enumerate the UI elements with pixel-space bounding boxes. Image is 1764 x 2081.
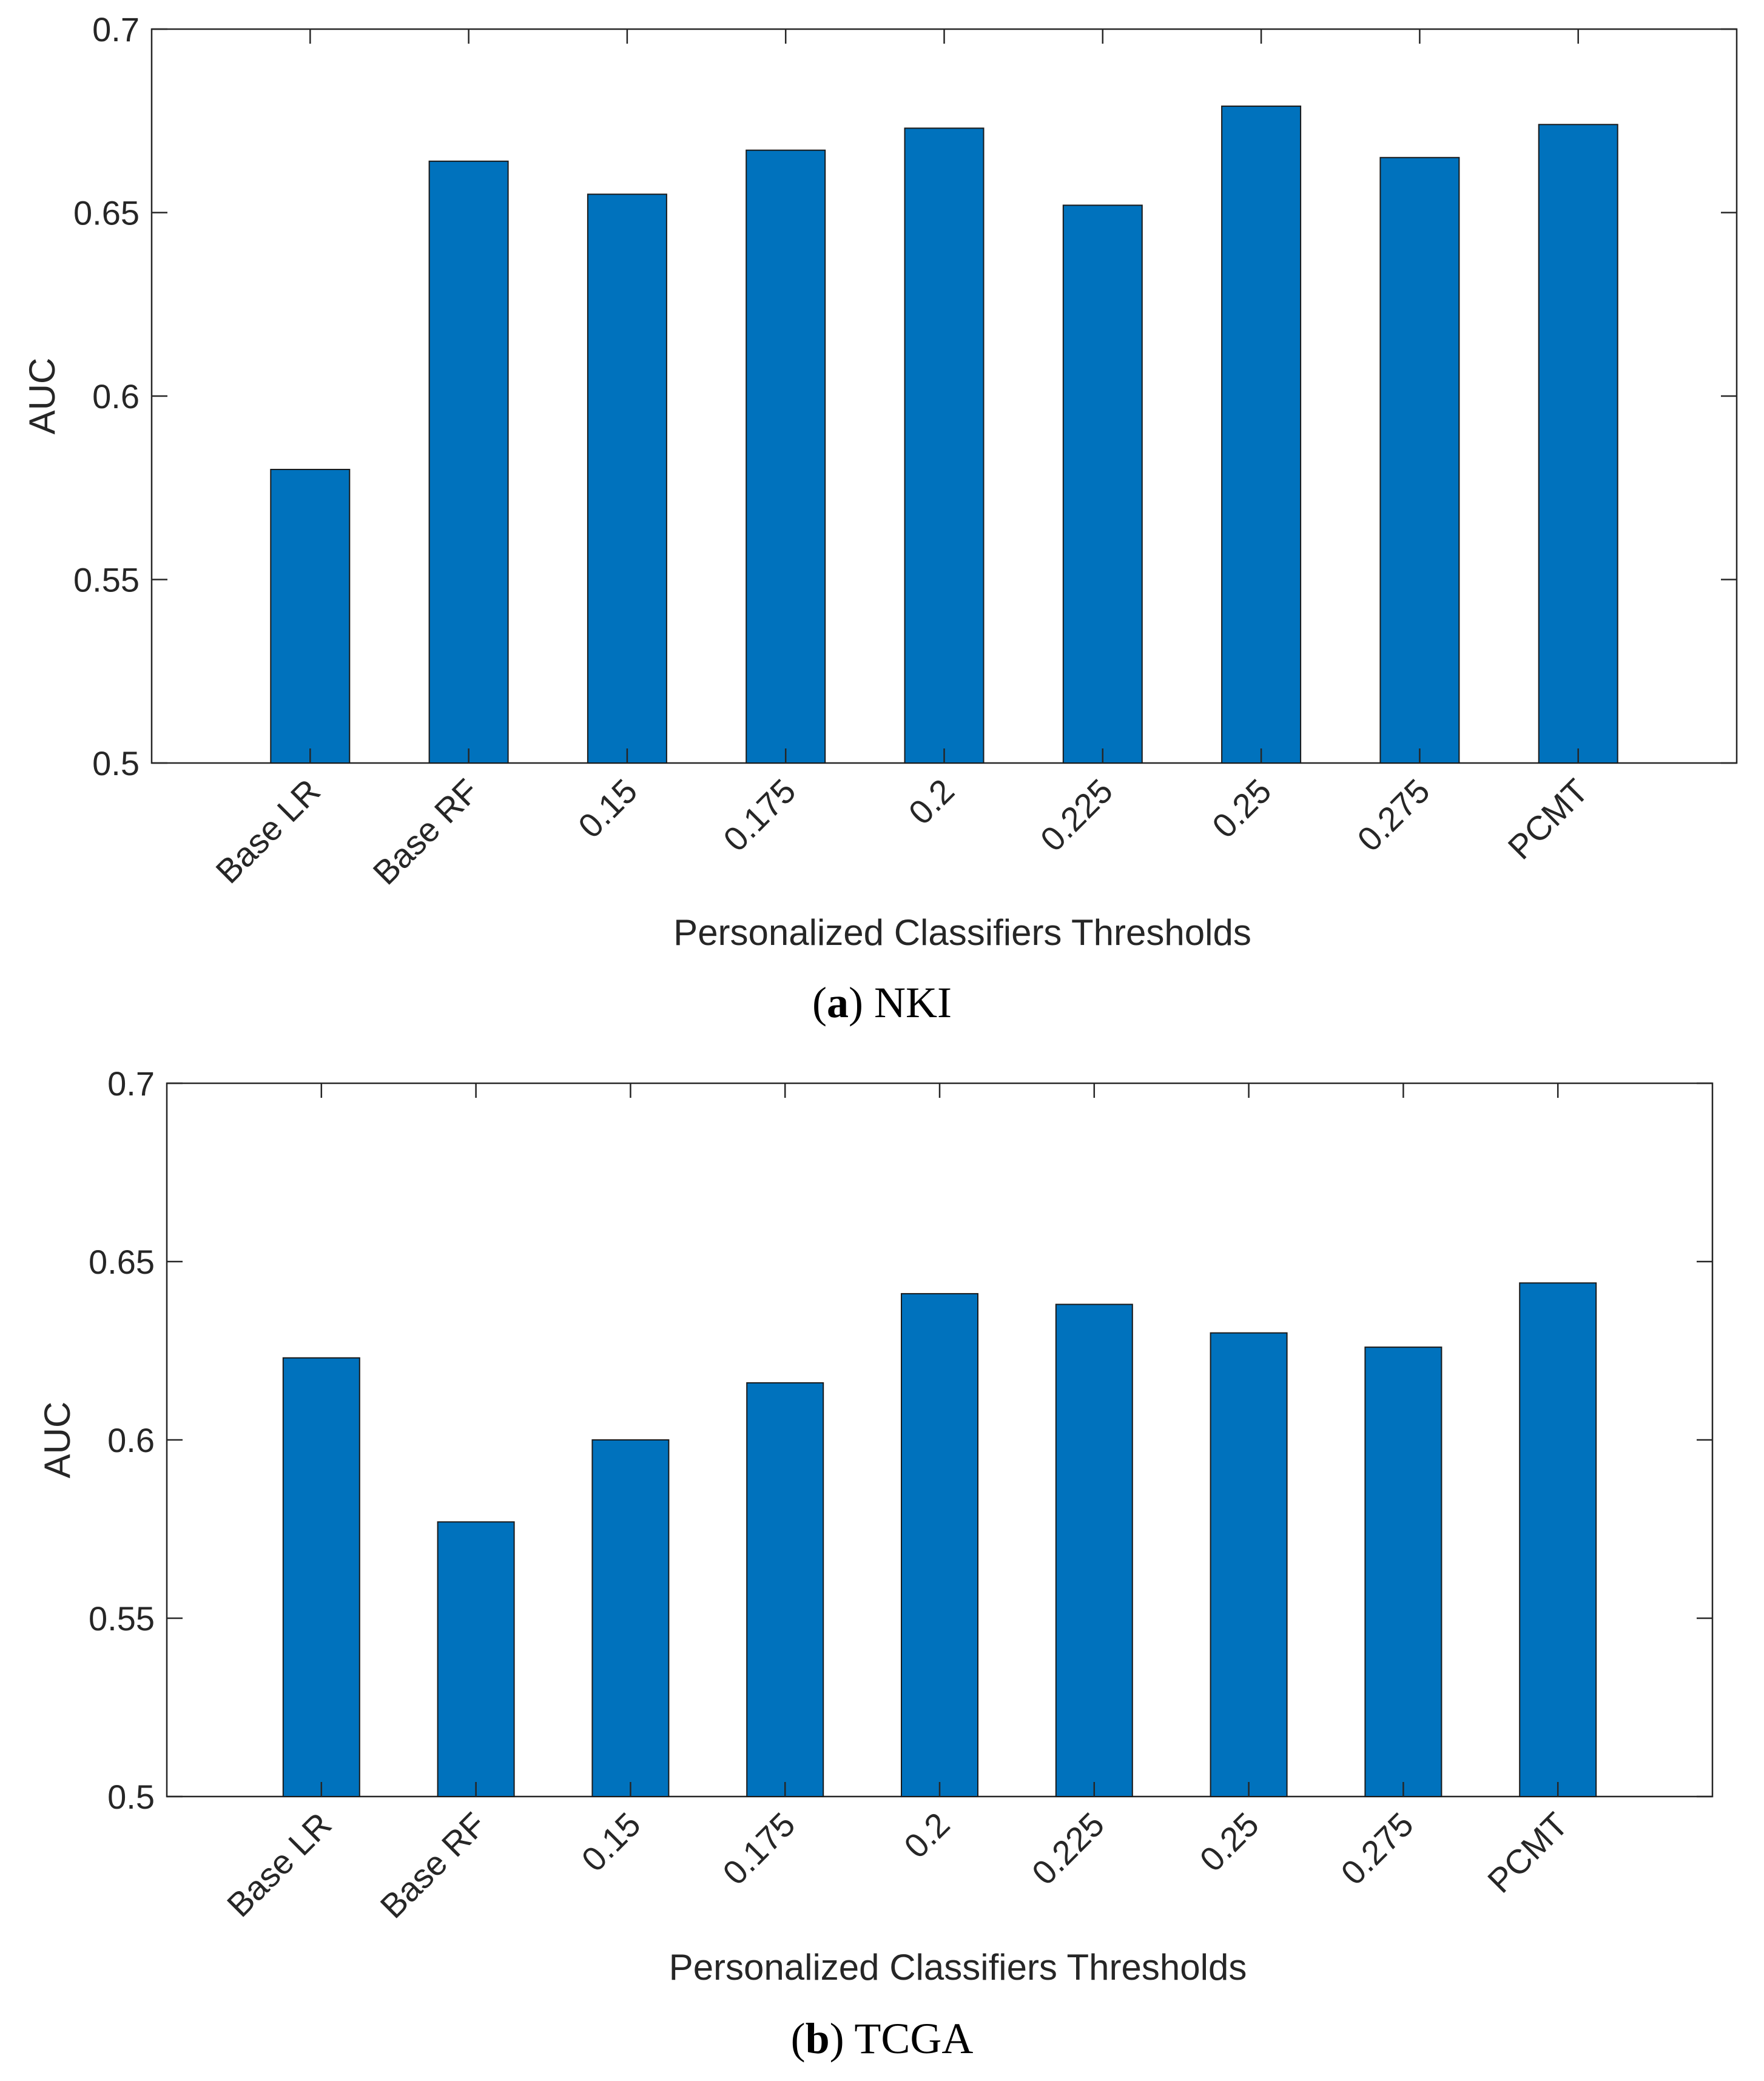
caption-b-text: TCGA xyxy=(854,2014,974,2063)
bar xyxy=(270,469,351,764)
x-tick-label: 0.275 xyxy=(1333,1805,1421,1892)
x-axis-title: Personalized Classifiers Thresholds xyxy=(673,912,1251,953)
y-tick-label: 0.5 xyxy=(92,744,140,782)
y-tick-label: 0.55 xyxy=(89,1599,155,1638)
caption-b: (b) TCGA xyxy=(790,2014,974,2063)
bar xyxy=(591,1439,670,1797)
bar xyxy=(1221,106,1302,764)
x-tick-label: 0.275 xyxy=(1350,772,1437,859)
y-tick-label: 0.55 xyxy=(73,561,140,599)
x-tick-label: 0.2 xyxy=(901,772,961,832)
bar xyxy=(1379,156,1460,764)
bar xyxy=(282,1357,360,1797)
bar xyxy=(746,1382,824,1797)
bar xyxy=(1364,1346,1443,1797)
bar xyxy=(1055,1303,1133,1797)
y-tick-label: 0.7 xyxy=(92,10,140,49)
y-tick-label: 0.5 xyxy=(107,1778,155,1816)
chart-b-svg: 0.5 0.55 0.6 0.65 0.7 Base LR Base RF 0.15 0.175… xyxy=(37,1064,1714,1988)
x-tick-label: PCMT xyxy=(1480,1805,1575,1900)
x-tick-label: 0.25 xyxy=(1205,772,1279,846)
bar xyxy=(746,149,826,764)
y-tick-label: 0.6 xyxy=(107,1421,155,1459)
x-tick-label: Base RF xyxy=(365,772,486,892)
x-tick-label: Base LR xyxy=(220,1805,338,1924)
y-axis-title: AUC xyxy=(37,1402,78,1479)
caption-a-text: NKI xyxy=(874,978,952,1027)
bar xyxy=(1519,1282,1597,1797)
x-tick-label: Base RF xyxy=(372,1805,493,1926)
bar xyxy=(587,193,667,764)
y-tick-label: 0.7 xyxy=(107,1064,155,1103)
x-tick-label: 0.15 xyxy=(574,1805,648,1879)
y-tick-label: 0.6 xyxy=(92,377,140,415)
x-tick-label: Base LR xyxy=(208,772,327,890)
chart-panel-b: 0.5 0.55 0.6 0.65 0.7 Base LR Base RF 0.15 0.175… xyxy=(0,1041,1764,2081)
caption-a: (a) NKI xyxy=(812,978,952,1027)
y-tick-label: 0.65 xyxy=(73,194,140,232)
caption-b-label: b xyxy=(805,2014,830,2063)
bar xyxy=(1062,204,1143,764)
y-tick-label: 0.65 xyxy=(89,1243,155,1281)
x-tick-label: 0.2 xyxy=(897,1805,957,1866)
bar xyxy=(1538,124,1618,764)
x-tick-label: 0.225 xyxy=(1025,1805,1112,1892)
y-axis-title: AUC xyxy=(22,358,62,435)
bar xyxy=(437,1521,515,1797)
chart-a-svg: 0.5 0.55 0.6 0.65 0.7 Base LR Base RF 0.15 0.175… xyxy=(22,10,1738,953)
x-tick-label: 0.175 xyxy=(716,772,803,859)
bar xyxy=(901,1293,978,1798)
x-tick-label: PCMT xyxy=(1500,772,1595,867)
chart-panel-a: 0.5 0.55 0.6 0.65 0.7 Base LR Base RF 0.15 0.175… xyxy=(22,10,1738,1027)
x-tick-label: 0.225 xyxy=(1033,772,1120,859)
x-tick-label: 0.175 xyxy=(715,1805,803,1892)
caption-a-label: a xyxy=(827,978,849,1027)
x-axis-title: Personalized Classifiers Thresholds xyxy=(669,1947,1247,1988)
bar xyxy=(428,160,509,764)
bar xyxy=(1210,1332,1288,1798)
x-tick-label: 0.25 xyxy=(1192,1805,1266,1879)
x-tick-label: 0.15 xyxy=(571,772,645,846)
bar xyxy=(904,127,985,764)
